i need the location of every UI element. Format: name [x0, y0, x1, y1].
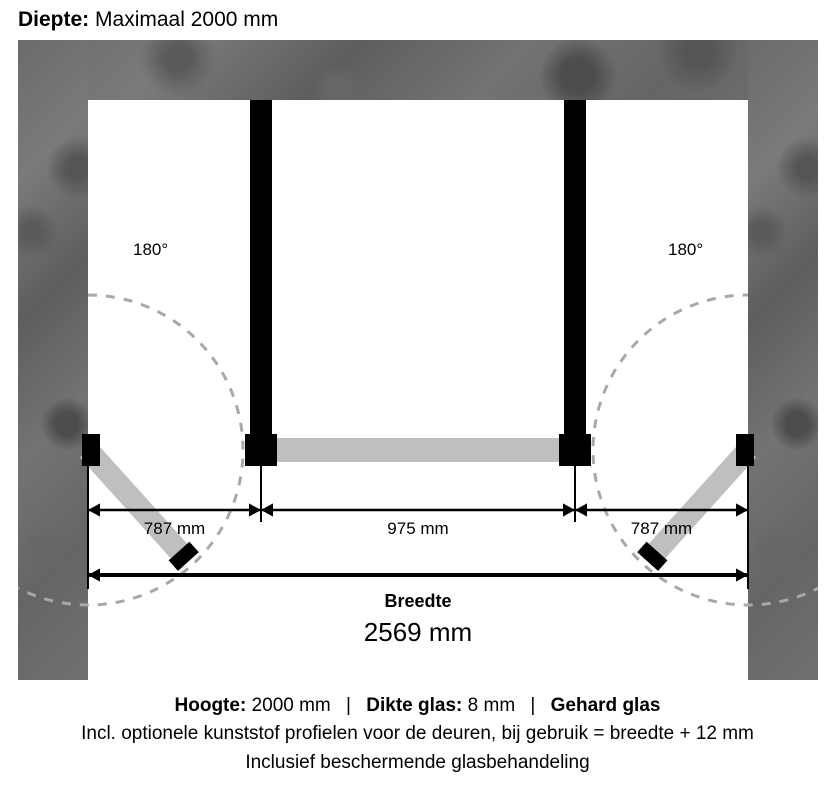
- width-label: Breedte: [384, 591, 451, 611]
- footer-specs: Hoogte: 2000 mm | Dikte glas: 8 mm | Geh…: [0, 692, 835, 778]
- footer-line2: Incl. optionele kunststof profielen voor…: [0, 720, 835, 749]
- hinge-left: [82, 434, 100, 466]
- dim-left-arrow-l: [88, 503, 100, 516]
- dim-right-label: 787 mm: [631, 519, 692, 538]
- footer-line1: Hoogte: 2000 mm | Dikte glas: 8 mm | Geh…: [0, 692, 835, 721]
- glass-thick-label: Dikte glas:: [366, 695, 462, 716]
- angle-left-label: 180°: [133, 240, 168, 259]
- depth-spec: Diepte: Maximaal 2000 mm: [18, 8, 278, 32]
- diagram: 180° 180° 787 mm 975 mm 787 mm Breedte 2569 mm: [18, 40, 818, 680]
- width-value: 2569 mm: [364, 617, 472, 647]
- dim-center-label: 975 mm: [387, 519, 448, 538]
- footer-line3: Inclusief beschermende glasbehandeling: [0, 749, 835, 778]
- height-label: Hoogte:: [175, 695, 247, 716]
- tempered-glass: Gehard glas: [551, 695, 661, 716]
- depth-value: Maximaal 2000 mm: [95, 8, 278, 31]
- height-value: 2000 mm: [252, 695, 331, 716]
- hinge-right: [736, 434, 754, 466]
- fixed-panel: [250, 438, 586, 462]
- dim-total-arrow-l: [88, 568, 100, 581]
- diagram-svg: 180° 180° 787 mm 975 mm 787 mm Breedte 2569 mm: [18, 40, 818, 680]
- dim-left-arrow-r: [249, 503, 261, 516]
- dim-total-arrow-r: [736, 568, 748, 581]
- separator: |: [530, 695, 535, 716]
- dim-center-arrow-r: [563, 503, 575, 516]
- angle-right-label: 180°: [668, 240, 703, 259]
- dim-center-arrow-l: [261, 503, 273, 516]
- dim-left-label: 787 mm: [144, 519, 205, 538]
- depth-label: Diepte:: [18, 8, 89, 31]
- swing-arc-right: [593, 295, 818, 605]
- pillar-left-foot: [245, 434, 277, 466]
- pillar-right: [564, 100, 586, 462]
- glass-thick-value: 8 mm: [468, 695, 516, 716]
- dim-right-arrow-l: [575, 503, 587, 516]
- pillar-right-foot: [559, 434, 591, 466]
- swing-arc-left: [18, 295, 243, 605]
- pillar-left: [250, 100, 272, 462]
- dim-right-arrow-r: [736, 503, 748, 516]
- separator: |: [346, 695, 351, 716]
